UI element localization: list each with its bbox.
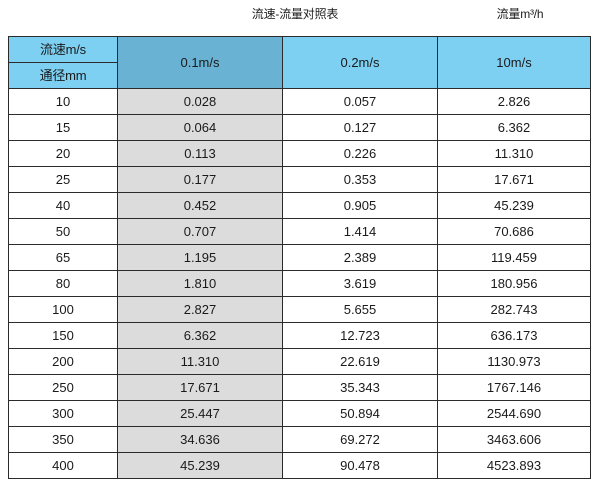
cell-flow-value: 17.671 <box>437 166 591 193</box>
table-row: 15 0.064 0.127 6.362 <box>8 114 591 141</box>
cell-diameter: 80 <box>8 270 118 297</box>
cell-flow-value: 3463.606 <box>437 426 591 453</box>
cell-flow-value: 0.452 <box>117 192 283 219</box>
cell-flow-value: 0.113 <box>117 140 283 167</box>
cell-flow-value: 2.827 <box>117 296 283 323</box>
cell-diameter: 50 <box>8 218 118 245</box>
cell-diameter: 15 <box>8 114 118 141</box>
cell-flow-value: 1.414 <box>282 218 438 245</box>
cell-diameter: 300 <box>8 400 118 427</box>
table-title: 流速-流量对照表 <box>251 7 339 21</box>
cell-flow-value: 2.826 <box>437 88 591 115</box>
cell-diameter: 100 <box>8 296 118 323</box>
header-velocity-10: 10m/s <box>437 36 591 89</box>
cell-flow-value: 5.655 <box>282 296 438 323</box>
table-row: 350 34.636 69.272 3463.606 <box>8 426 591 453</box>
cell-flow-value: 0.226 <box>282 140 438 167</box>
cell-flow-value: 2544.690 <box>437 400 591 427</box>
table-row: 250 17.671 35.343 1767.146 <box>8 374 591 401</box>
table-row: 50 0.707 1.414 70.686 <box>8 218 591 245</box>
cell-flow-value: 1.810 <box>117 270 283 297</box>
cell-diameter: 20 <box>8 140 118 167</box>
cell-flow-value: 0.177 <box>117 166 283 193</box>
cell-flow-value: 282.743 <box>437 296 591 323</box>
table-row: 300 25.447 50.894 2544.690 <box>8 400 591 427</box>
table-row: 80 1.810 3.619 180.956 <box>8 270 591 297</box>
cell-flow-value: 6.362 <box>117 322 283 349</box>
caption-row: 流速-流量对照表 流量m³/h <box>0 0 600 32</box>
cell-diameter: 150 <box>8 322 118 349</box>
cell-diameter: 350 <box>8 426 118 453</box>
cell-flow-value: 11.310 <box>437 140 591 167</box>
cell-diameter: 250 <box>8 374 118 401</box>
table-row: 40 0.452 0.905 45.239 <box>8 192 591 219</box>
cell-flow-value: 119.459 <box>437 244 591 271</box>
cell-flow-value: 34.636 <box>117 426 283 453</box>
cell-flow-value: 0.707 <box>117 218 283 245</box>
cell-flow-value: 25.447 <box>117 400 283 427</box>
flow-table-container: 流速m/s 0.1m/s 0.2m/s 10m/s 通径mm 10 0.028 0.… <box>8 36 591 479</box>
table-row: 200 11.310 22.619 1130.973 <box>8 348 591 375</box>
cell-flow-value: 1.195 <box>117 244 283 271</box>
table-row: 25 0.177 0.353 17.671 <box>8 166 591 193</box>
cell-flow-value: 636.173 <box>437 322 591 349</box>
table-row: 100 2.827 5.655 282.743 <box>8 296 591 323</box>
cell-flow-value: 0.127 <box>282 114 438 141</box>
cell-diameter: 10 <box>8 88 118 115</box>
cell-flow-value: 45.239 <box>437 192 591 219</box>
cell-flow-value: 0.057 <box>282 88 438 115</box>
cell-flow-value: 11.310 <box>117 348 283 375</box>
cell-flow-value: 22.619 <box>282 348 438 375</box>
flow-unit-label: 流量m³/h <box>496 7 544 21</box>
flow-rate-table: 流速m/s 0.1m/s 0.2m/s 10m/s 通径mm 10 0.028 0.… <box>8 36 591 479</box>
cell-flow-value: 70.686 <box>437 218 591 245</box>
table-row: 65 1.195 2.389 119.459 <box>8 244 591 271</box>
table-row: 10 0.028 0.057 2.826 <box>8 88 591 115</box>
cell-flow-value: 35.343 <box>282 374 438 401</box>
cell-flow-value: 0.028 <box>117 88 283 115</box>
header-velocity-label: 流速m/s <box>8 36 118 63</box>
cell-flow-value: 0.353 <box>282 166 438 193</box>
cell-flow-value: 6.362 <box>437 114 591 141</box>
cell-flow-value: 50.894 <box>282 400 438 427</box>
cell-flow-value: 3.619 <box>282 270 438 297</box>
cell-diameter: 200 <box>8 348 118 375</box>
cell-flow-value: 0.905 <box>282 192 438 219</box>
table-row: 20 0.113 0.226 11.310 <box>8 140 591 167</box>
cell-flow-value: 2.389 <box>282 244 438 271</box>
cell-flow-value: 1130.973 <box>437 348 591 375</box>
cell-flow-value: 69.272 <box>282 426 438 453</box>
header-diameter-label: 通径mm <box>8 62 118 89</box>
cell-diameter: 25 <box>8 166 118 193</box>
cell-flow-value: 1767.146 <box>437 374 591 401</box>
cell-flow-value: 180.956 <box>437 270 591 297</box>
table-header-row-bottom: 通径mm <box>8 62 591 89</box>
header-velocity-0.2: 0.2m/s <box>282 36 438 89</box>
table-row: 150 6.362 12.723 636.173 <box>8 322 591 349</box>
cell-diameter: 40 <box>8 192 118 219</box>
cell-flow-value: 17.671 <box>117 374 283 401</box>
header-velocity-0.1: 0.1m/s <box>117 36 283 89</box>
cell-flow-value: 0.064 <box>117 114 283 141</box>
cell-diameter: 65 <box>8 244 118 271</box>
cell-flow-value: 12.723 <box>282 322 438 349</box>
table-header-row-top: 流速m/s 0.1m/s 0.2m/s 10m/s <box>8 36 591 89</box>
